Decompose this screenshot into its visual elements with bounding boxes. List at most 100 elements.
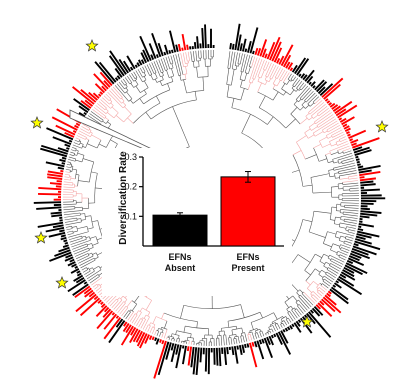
radial-bar-absent [258,339,263,345]
branch-segment [182,52,186,64]
branch-segment [269,64,277,79]
branch-segment [327,136,333,139]
branch-segment [115,115,124,123]
radial-bar-absent [169,30,177,53]
radial-bar-absent [175,344,182,369]
branch-segment [342,213,358,217]
branch-segment [64,179,71,181]
radial-bar-absent [118,58,130,74]
branch-segment [127,117,134,124]
branch-segment [244,73,248,81]
branch-segment [75,253,89,260]
y-tick-label: 0.1 [124,211,137,221]
branch-segment [312,96,320,103]
branch-segment [322,283,329,289]
radial-bar-absent [238,345,243,356]
radial-bar-absent [40,147,68,158]
radial-bar-absent [266,336,271,346]
y-axis-label: Diversification Rate [118,151,129,245]
branch-segment [302,219,313,222]
radial-bar-present [337,104,358,119]
radial-bar-absent [231,43,235,50]
branch-segment [171,68,175,77]
branch-segment [338,170,357,175]
radial-bar-present [95,305,108,317]
radial-bar-absent [204,24,207,49]
branch-segment [235,338,238,344]
radial-bar-present [97,93,102,97]
radial-bar-absent [83,281,88,285]
branch-segment [256,332,260,339]
branch-segment [66,228,73,231]
branch-segment [333,161,339,164]
branch-segment [230,69,235,86]
branch-segment [325,152,331,156]
radial-bar-absent [59,229,65,233]
branch-segment [68,231,89,238]
branch-segment [304,128,311,134]
radial-bar-present [251,341,255,347]
branch-segment [111,88,121,100]
radial-bar-absent [150,54,155,60]
branch-segment [70,178,76,180]
branch-segment [308,122,316,128]
radial-bar-absent [58,246,70,253]
branch-segment [87,227,94,230]
radial-bar-absent [223,347,228,366]
radial-bar-present [75,293,97,313]
branch-segment [104,295,110,301]
branch-segment [77,226,88,230]
radial-bar-absent [64,256,74,262]
branch-segment [91,171,98,174]
branch-segment [75,137,81,140]
branch-segment [319,287,326,293]
branch-segment [255,330,257,334]
radial-bar-absent [136,62,141,67]
radial-bar-present [99,91,104,96]
branch-segment [81,126,89,131]
branch-segment [331,186,339,188]
branch-segment [115,301,124,312]
branch-segment [140,319,146,329]
radial-bar-present [111,312,116,316]
radial-bar-present [359,176,365,179]
branch-segment [257,59,265,77]
radial-bar-present [56,180,63,183]
branch-segment [267,63,275,78]
branch-segment [223,335,225,346]
branch-segment [235,326,238,330]
branch-segment [240,79,243,88]
radial-bar-present [135,330,143,343]
radial-bar-absent [204,347,208,372]
branch-segment [130,83,134,88]
branch-segment [143,76,147,81]
branch-segment [71,226,77,228]
branch-segment [192,51,195,62]
branch-segment [139,307,143,312]
branch-segment [329,175,335,178]
radial-bar-absent [316,81,328,93]
branch-segment [316,287,319,289]
branch-segment [63,186,75,189]
radial-bar-absent [233,345,239,364]
radial-bar-absent [357,163,361,166]
branch-segment [162,72,164,76]
radial-bar-absent [61,156,67,160]
radial-bar-absent [295,320,301,327]
radial-bar-present [261,48,267,58]
radial-bar-present [161,339,165,345]
radial-bar-absent [170,49,174,54]
radial-bar-absent [358,225,362,228]
radial-bar-absent [170,342,175,351]
branch-segment [139,98,144,105]
radial-bar-present [92,92,100,99]
radial-bar-absent [300,73,306,79]
branch-segment [68,235,82,241]
branch-segment [85,138,90,141]
branch-segment [287,312,294,322]
radial-bar-absent [351,247,369,256]
radial-bar-present [115,315,120,319]
radial-bar-present [266,41,276,60]
branch-segment [228,337,230,345]
radial-bar-absent [282,328,286,333]
